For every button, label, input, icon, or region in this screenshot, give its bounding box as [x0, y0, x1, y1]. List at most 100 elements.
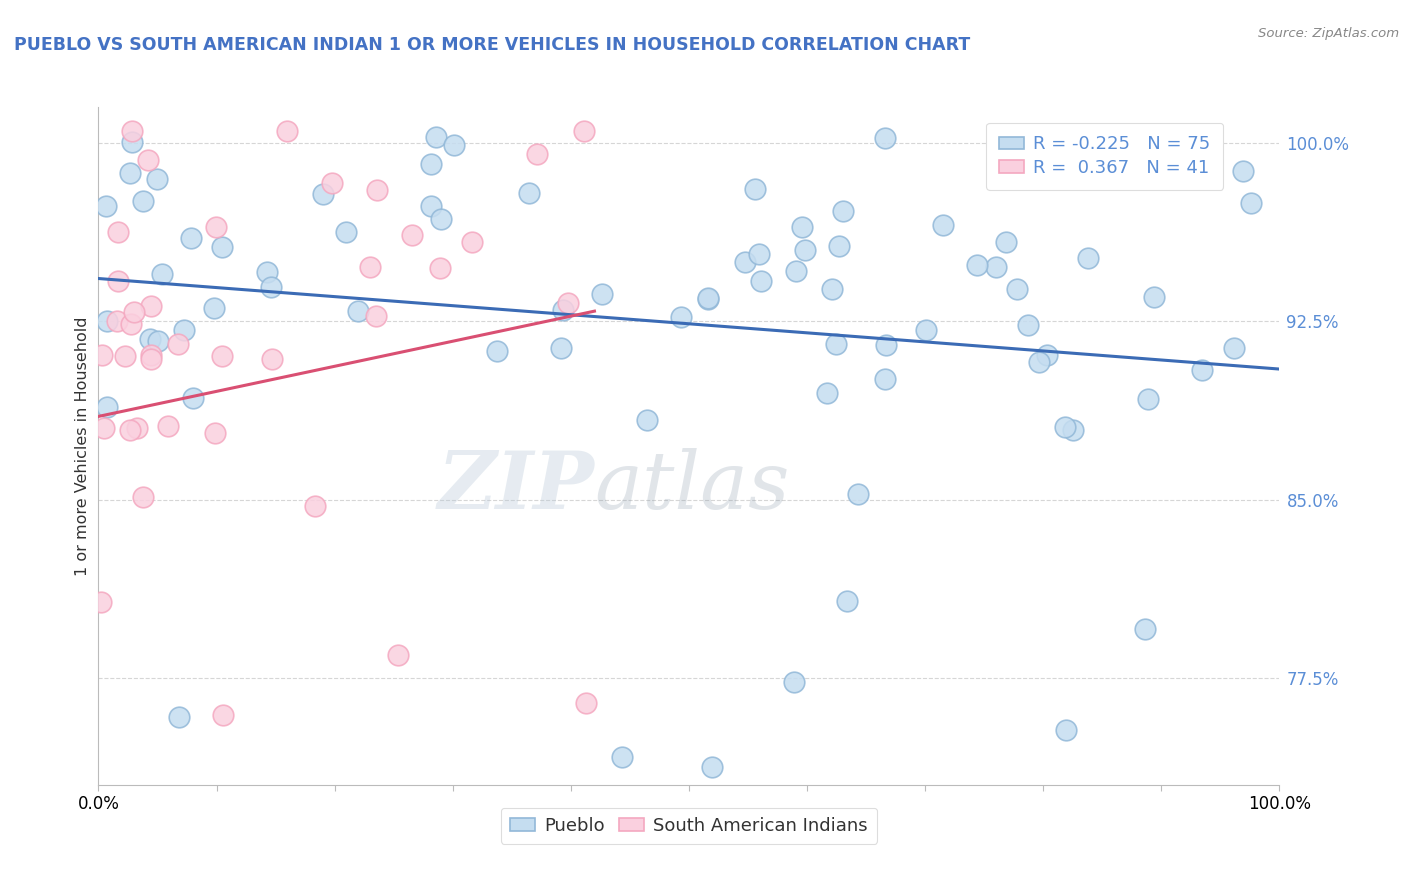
- Point: [557, 296, 579, 310]
- Point: [121, 136, 143, 150]
- Point: [301, 798, 323, 813]
- Point: [146, 334, 169, 349]
- Point: [1239, 196, 1261, 211]
- Point: [636, 412, 658, 426]
- Point: [132, 194, 155, 208]
- Point: [697, 292, 720, 306]
- Point: [335, 225, 357, 239]
- Point: [425, 130, 447, 145]
- Point: [321, 176, 343, 190]
- Point: [304, 500, 326, 514]
- Point: [366, 310, 388, 324]
- Point: [821, 283, 844, 297]
- Point: [734, 254, 756, 268]
- Point: [366, 183, 388, 197]
- Point: [260, 352, 283, 367]
- Point: [550, 341, 572, 355]
- Point: [256, 265, 278, 279]
- Point: [157, 419, 180, 434]
- Point: [591, 286, 613, 301]
- Point: [1007, 282, 1029, 296]
- Point: [107, 225, 129, 239]
- Point: [574, 124, 596, 138]
- Point: [873, 372, 896, 386]
- Point: [526, 147, 548, 161]
- Point: [697, 291, 720, 305]
- Point: [485, 343, 508, 358]
- Point: [1143, 290, 1166, 304]
- Point: [610, 750, 633, 764]
- Point: [183, 391, 205, 405]
- Point: [125, 421, 148, 435]
- Point: [575, 696, 598, 710]
- Point: [93, 421, 115, 435]
- Point: [90, 348, 112, 362]
- Point: [211, 240, 233, 254]
- Text: ZIP: ZIP: [437, 448, 595, 525]
- Point: [120, 318, 142, 332]
- Point: [121, 124, 143, 138]
- Point: [832, 203, 855, 218]
- Point: [551, 303, 574, 318]
- Legend: Pueblo, South American Indians: Pueblo, South American Indians: [501, 807, 877, 844]
- Point: [1017, 318, 1039, 333]
- Point: [828, 239, 851, 253]
- Point: [141, 299, 163, 313]
- Point: [276, 124, 298, 138]
- Point: [139, 332, 162, 346]
- Point: [824, 336, 846, 351]
- Point: [167, 709, 190, 723]
- Point: [150, 268, 173, 282]
- Point: [749, 274, 772, 288]
- Point: [915, 323, 938, 337]
- Point: [1232, 163, 1254, 178]
- Point: [180, 231, 202, 245]
- Point: [461, 235, 484, 250]
- Point: [875, 337, 897, 351]
- Point: [748, 247, 770, 261]
- Point: [669, 310, 692, 325]
- Text: Source: ZipAtlas.com: Source: ZipAtlas.com: [1258, 27, 1399, 40]
- Point: [790, 219, 813, 234]
- Point: [1191, 363, 1213, 377]
- Point: [994, 235, 1017, 249]
- Point: [105, 314, 128, 328]
- Point: [122, 305, 145, 319]
- Point: [420, 199, 443, 213]
- Point: [359, 260, 381, 274]
- Point: [120, 423, 142, 437]
- Point: [1036, 348, 1059, 362]
- Point: [141, 352, 163, 367]
- Point: [173, 323, 195, 337]
- Y-axis label: 1 or more Vehicles in Household: 1 or more Vehicles in Household: [75, 317, 90, 575]
- Point: [114, 349, 136, 363]
- Point: [1135, 622, 1157, 636]
- Point: [347, 304, 370, 318]
- Point: [401, 227, 423, 242]
- Point: [420, 156, 443, 170]
- Point: [260, 280, 283, 294]
- Point: [212, 707, 235, 722]
- Point: [96, 401, 118, 415]
- Point: [785, 264, 807, 278]
- Point: [443, 138, 465, 153]
- Point: [794, 243, 817, 257]
- Text: atlas: atlas: [595, 448, 790, 525]
- Point: [1077, 251, 1099, 265]
- Point: [1062, 423, 1084, 437]
- Point: [387, 648, 409, 663]
- Point: [783, 675, 806, 690]
- Point: [89, 595, 111, 609]
- Point: [702, 760, 724, 774]
- Point: [1054, 420, 1077, 434]
- Point: [204, 426, 226, 441]
- Point: [517, 186, 540, 200]
- Point: [96, 314, 118, 328]
- Point: [211, 349, 233, 363]
- Point: [848, 487, 870, 501]
- Point: [1054, 723, 1077, 738]
- Point: [1137, 392, 1160, 406]
- Point: [931, 219, 953, 233]
- Point: [146, 172, 169, 186]
- Point: [120, 165, 142, 179]
